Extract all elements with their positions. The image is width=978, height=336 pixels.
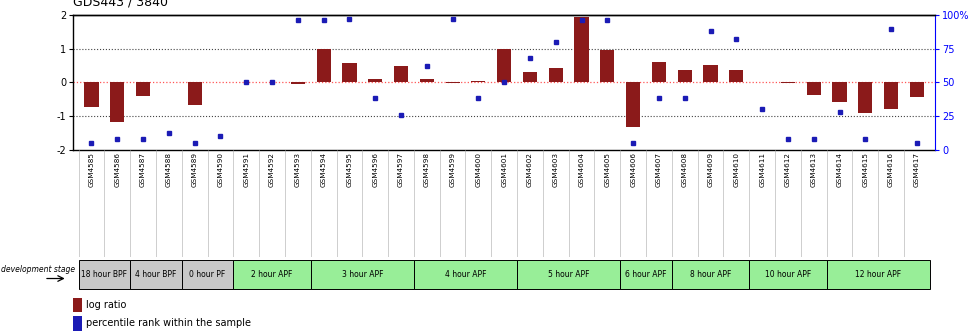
Bar [620, 260, 671, 289]
Text: GSM4587: GSM4587 [140, 152, 146, 187]
Bar [729, 70, 742, 82]
Bar [703, 65, 717, 82]
Bar [470, 81, 485, 82]
Bar [233, 260, 310, 289]
Bar [420, 79, 433, 82]
Text: 5 hour APF: 5 hour APF [548, 269, 589, 279]
Text: 6 hour APF: 6 hour APF [625, 269, 666, 279]
Bar [445, 82, 460, 83]
Text: GSM4613: GSM4613 [810, 152, 816, 187]
Text: GSM4610: GSM4610 [733, 152, 738, 187]
Bar [780, 82, 794, 83]
Text: GSM4608: GSM4608 [681, 152, 687, 187]
Text: GSM4591: GSM4591 [243, 152, 249, 187]
Text: GSM4614: GSM4614 [835, 152, 842, 187]
Text: 4 hour BPF: 4 hour BPF [135, 269, 176, 279]
Bar [136, 82, 150, 96]
Bar [625, 82, 640, 127]
Text: GSM4586: GSM4586 [114, 152, 120, 187]
Bar [342, 63, 356, 82]
Bar [806, 82, 820, 95]
Text: development stage: development stage [1, 265, 75, 275]
Bar [522, 72, 537, 82]
Text: GSM4606: GSM4606 [630, 152, 636, 187]
Bar [290, 82, 304, 84]
Text: GSM4615: GSM4615 [862, 152, 867, 187]
Text: GSM4599: GSM4599 [449, 152, 455, 187]
Text: 18 hour BPF: 18 hour BPF [81, 269, 127, 279]
Text: GSM4601: GSM4601 [501, 152, 507, 187]
Bar [677, 70, 691, 82]
Bar [600, 50, 614, 82]
Bar [78, 260, 130, 289]
Text: GSM4609: GSM4609 [707, 152, 713, 187]
Bar [182, 260, 233, 289]
Text: GDS443 / 3840: GDS443 / 3840 [73, 0, 168, 8]
Text: 2 hour APF: 2 hour APF [251, 269, 292, 279]
Text: GSM4585: GSM4585 [88, 152, 95, 187]
Text: GSM4596: GSM4596 [372, 152, 378, 187]
Bar [84, 82, 99, 107]
Text: GSM4593: GSM4593 [294, 152, 300, 187]
Bar [825, 260, 929, 289]
Bar [414, 260, 516, 289]
Text: GSM4595: GSM4595 [346, 152, 352, 187]
Text: GSM4588: GSM4588 [165, 152, 172, 187]
Text: GSM4600: GSM4600 [475, 152, 481, 187]
Bar [130, 260, 182, 289]
Text: GSM4592: GSM4592 [269, 152, 275, 187]
Text: GSM4590: GSM4590 [217, 152, 223, 187]
Bar [858, 82, 871, 113]
Text: GSM4605: GSM4605 [603, 152, 609, 187]
Bar [497, 49, 511, 82]
Text: 12 hour APF: 12 hour APF [854, 269, 901, 279]
Text: GSM4602: GSM4602 [526, 152, 532, 187]
Bar [574, 17, 588, 82]
Bar [651, 62, 665, 82]
Bar [516, 260, 620, 289]
Text: GSM4617: GSM4617 [912, 152, 919, 187]
Text: GSM4612: GSM4612 [784, 152, 790, 187]
Bar [831, 82, 846, 102]
Text: GSM4603: GSM4603 [553, 152, 558, 187]
Bar [368, 79, 382, 82]
Bar [748, 260, 825, 289]
Text: 0 hour PF: 0 hour PF [189, 269, 226, 279]
Text: 10 hour APF: 10 hour APF [764, 269, 810, 279]
Text: percentile rank within the sample: percentile rank within the sample [86, 319, 250, 328]
Bar [73, 298, 82, 312]
Bar [188, 82, 201, 105]
Text: GSM4594: GSM4594 [321, 152, 327, 187]
Text: log ratio: log ratio [86, 300, 126, 310]
Bar [909, 82, 923, 97]
Bar [548, 68, 562, 82]
Bar [73, 316, 82, 331]
Text: GSM4616: GSM4616 [887, 152, 893, 187]
Bar [671, 260, 748, 289]
Text: GSM4597: GSM4597 [398, 152, 404, 187]
Bar [393, 66, 408, 82]
Text: GSM4589: GSM4589 [192, 152, 198, 187]
Bar [310, 260, 414, 289]
Text: GSM4598: GSM4598 [423, 152, 429, 187]
Text: 3 hour APF: 3 hour APF [341, 269, 382, 279]
Text: GSM4611: GSM4611 [758, 152, 765, 187]
Bar [883, 82, 897, 109]
Text: GSM4604: GSM4604 [578, 152, 584, 187]
Text: GSM4607: GSM4607 [655, 152, 661, 187]
Bar [111, 82, 124, 122]
Text: 8 hour APF: 8 hour APF [689, 269, 731, 279]
Bar [316, 49, 331, 82]
Text: 4 hour APF: 4 hour APF [444, 269, 486, 279]
